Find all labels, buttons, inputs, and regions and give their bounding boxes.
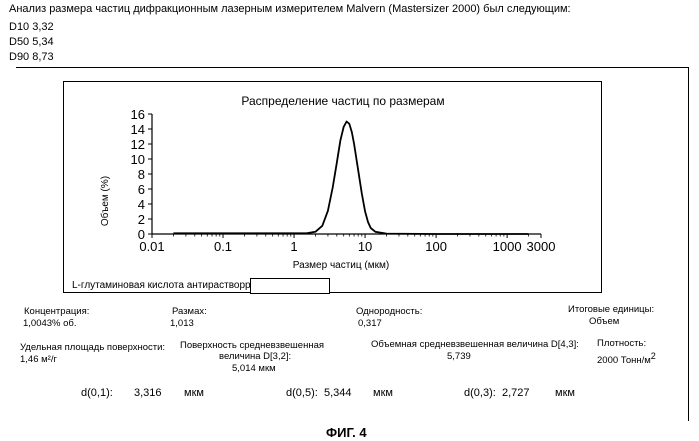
- x-tick-label: 1: [290, 239, 297, 254]
- d01-unit: мкм: [184, 388, 204, 399]
- series-layer: [173, 122, 528, 235]
- units-value: Объем: [589, 317, 619, 327]
- d03-label: d(0,3):: [464, 388, 496, 399]
- surface-mean-value: 5,014 мкм: [232, 364, 276, 374]
- concentration-value: 1,0043% об.: [23, 319, 77, 329]
- volume-mean-value: 5,739: [447, 352, 471, 362]
- x-tick-label: 3000: [527, 239, 556, 254]
- y-tick-label: 2: [138, 212, 145, 227]
- d01-value: 3,316: [134, 388, 162, 399]
- y-axis-label: Объем (%): [99, 176, 111, 226]
- density-exponent: 2: [651, 351, 656, 361]
- d90-line: D90 8,73: [9, 52, 54, 63]
- d03-unit: мкм: [555, 388, 575, 399]
- particle-size-chart: Распределение частиц по размерам 0246810…: [63, 81, 602, 293]
- concentration-label: Концентрация:: [24, 307, 89, 317]
- surface-mean-label-1: Поверхность средневзвешенная: [180, 341, 324, 351]
- volume-distribution-line: [173, 122, 528, 235]
- volume-mean-label: Объемная средневзвешенная величина D[4,3…: [371, 340, 579, 350]
- y-tick-label: 10: [131, 152, 145, 167]
- surface-mean-label-2: величина D[3,2]:: [219, 352, 291, 362]
- span-value: 1,013: [170, 319, 194, 329]
- y-tick-label: 8: [138, 167, 145, 182]
- ssa-label: Удельная площадь поверхности:: [20, 343, 165, 353]
- uniformity-value: 0,317: [358, 319, 382, 329]
- x-tick-label: 10: [358, 239, 372, 254]
- sample-input-box[interactable]: [250, 278, 330, 294]
- x-tick-label: 0.1: [214, 239, 232, 254]
- density-value: 2000 Тонн/м2: [597, 352, 656, 366]
- figure-caption: ФИГ. 4: [326, 426, 367, 439]
- y-tick-label: 4: [138, 197, 145, 212]
- y-tick-label: 12: [131, 137, 145, 152]
- d05-label: d(0,5):: [286, 388, 318, 399]
- sample-name: L-глутаминовая кислота антирастворpt: [72, 281, 253, 291]
- d10-line: D10 3,32: [9, 22, 54, 33]
- uniformity-label: Однородность:: [356, 307, 422, 317]
- intro-text: Анализ размера частиц дифракционным лазе…: [9, 4, 571, 15]
- d01-label: d(0,1):: [81, 388, 113, 399]
- x-tick-label: 1000: [493, 239, 522, 254]
- x-tick-label: 0.01: [139, 239, 164, 254]
- chart-title: Распределение частиц по размерам: [241, 94, 444, 108]
- y-tick-label: 14: [131, 122, 145, 137]
- d50-line: D50 5,34: [9, 37, 54, 48]
- ssa-value: 1,46 м²/г: [20, 355, 57, 365]
- density-value-text: 2000 Тонн/м: [597, 355, 651, 366]
- d05-value: 5,344: [324, 388, 352, 399]
- x-axis-label: Размер частиц (мкм): [293, 260, 389, 271]
- units-label: Итоговые единицы:: [568, 305, 654, 315]
- span-label: Размах:: [172, 307, 207, 317]
- d03-value: 2,727: [502, 388, 530, 399]
- density-label: Плотность:: [597, 339, 646, 349]
- x-tick-label: 100: [425, 239, 447, 254]
- chart-box: Распределение частиц по размерам 0246810…: [63, 81, 602, 293]
- y-tick-label: 6: [138, 182, 145, 197]
- d05-unit: мкм: [373, 388, 393, 399]
- y-tick-label: 16: [131, 107, 145, 122]
